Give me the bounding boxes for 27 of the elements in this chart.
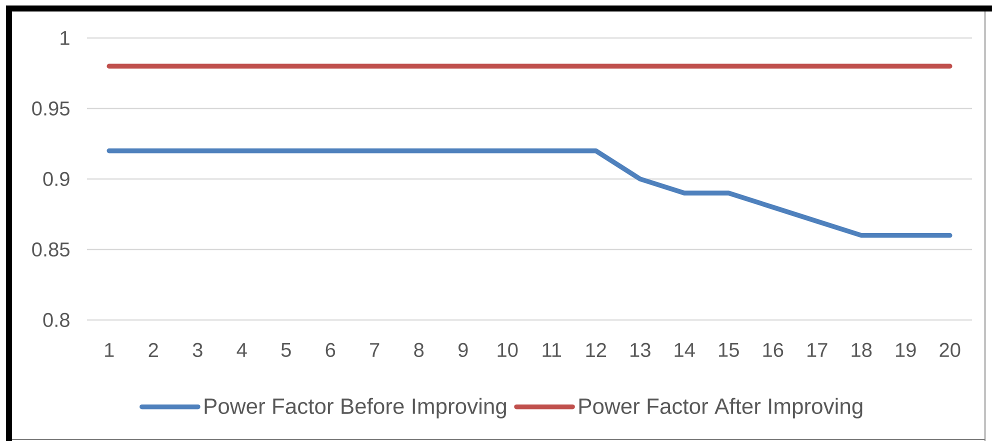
x-tick-label: 9	[458, 342, 468, 358]
x-tick-label: 20	[940, 342, 960, 358]
y-tick-label: 0.9	[43, 172, 70, 186]
x-tick-label: 3	[192, 342, 202, 358]
y-tick-label: 1	[60, 31, 70, 45]
x-tick-label: 17	[808, 343, 828, 357]
x-tick-label: 6	[326, 342, 336, 358]
x-tick-label: 13	[630, 342, 650, 358]
y-tick-label: 0.95	[32, 101, 70, 116]
x-tick-label: 1	[105, 343, 114, 357]
legend-label: Power Factor Before Improving	[204, 398, 506, 418]
x-tick-label: 5	[281, 343, 291, 357]
legend-label: Power Factor After Improving	[579, 398, 862, 418]
x-tick-label: 8	[414, 342, 424, 358]
x-tick-label: 10	[498, 342, 518, 358]
x-tick-label: 11	[542, 343, 562, 357]
y-tick-label: 0.8	[43, 312, 70, 328]
x-tick-label: 12	[586, 343, 606, 357]
x-tick-label: 4	[236, 343, 247, 357]
x-tick-label: 14	[674, 343, 695, 357]
y-tick-label: 0.85	[32, 242, 70, 257]
x-tick-label: 2	[148, 343, 158, 357]
x-tick-label: 7	[370, 343, 380, 357]
x-tick-label: 15	[719, 343, 739, 357]
x-tick-label: 18	[852, 342, 872, 358]
x-tick-label: 19	[896, 342, 916, 358]
x-tick-label: 16	[763, 342, 784, 358]
